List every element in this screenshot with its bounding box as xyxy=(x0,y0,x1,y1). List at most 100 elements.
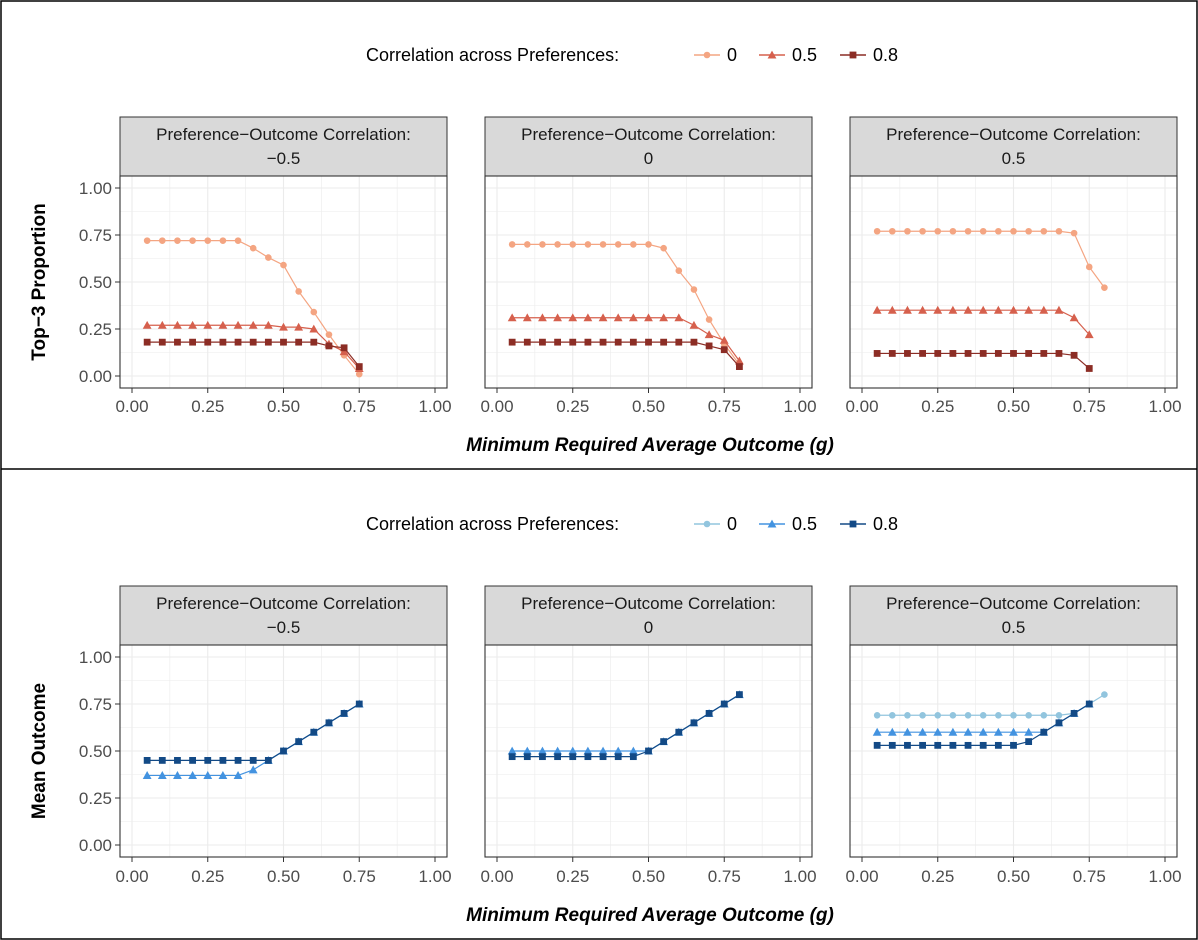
data-point xyxy=(872,727,882,736)
series-line xyxy=(512,243,740,366)
panel-3: Preference−Outcome Correlation: 0.5 0.00 0.… xyxy=(845,585,1182,886)
data-point xyxy=(630,241,637,248)
legend-item-0: 0 xyxy=(694,514,737,534)
data-point xyxy=(1010,711,1017,719)
data-point xyxy=(1101,284,1108,291)
data-point xyxy=(933,727,943,736)
data-point xyxy=(599,753,607,761)
data-point xyxy=(919,227,926,235)
data-point xyxy=(218,771,228,779)
y-tick-label: 1.00 xyxy=(79,648,112,667)
series-0.5 xyxy=(507,313,744,365)
y-tick-label: 0.50 xyxy=(79,273,112,292)
data-point xyxy=(889,711,896,719)
data-point xyxy=(887,305,897,314)
x-tick-label: 0.00 xyxy=(480,397,513,416)
data-point xyxy=(629,338,637,346)
data-point xyxy=(249,757,257,764)
data-point xyxy=(964,711,972,719)
data-point xyxy=(1085,263,1093,271)
data-point xyxy=(736,363,743,370)
y-tick-label: 0.25 xyxy=(79,789,112,808)
data-point xyxy=(949,741,957,749)
data-point xyxy=(188,320,197,329)
data-point xyxy=(1025,350,1033,357)
data-point xyxy=(280,261,287,269)
panel-1: Preference−Outcome Correlation: −0.5 0.00 0… xyxy=(115,116,452,416)
x-tick-label: 0.25 xyxy=(556,867,589,886)
strip-label-line-1: Preference−Outcome Correlation: xyxy=(521,125,776,144)
strip-box xyxy=(484,116,813,177)
x-tick-label: 0.50 xyxy=(267,397,300,416)
data-point xyxy=(979,227,987,235)
data-point xyxy=(963,305,973,314)
data-point xyxy=(645,747,652,755)
series-0.8 xyxy=(143,700,363,764)
data-point xyxy=(690,286,698,293)
gridlines xyxy=(850,645,1177,857)
data-point xyxy=(204,757,212,764)
data-point xyxy=(355,370,363,378)
data-point xyxy=(507,313,517,322)
data-point xyxy=(598,313,608,322)
strip-box xyxy=(849,116,1178,177)
x-tick-label: 1.00 xyxy=(418,397,451,416)
y-tick-label: 1.00 xyxy=(79,179,112,198)
data-point xyxy=(234,757,242,764)
panel-3: Preference−Outcome Correlation: 0.5 0.00 0.… xyxy=(845,116,1182,416)
data-point xyxy=(295,738,303,745)
data-point xyxy=(1085,700,1093,708)
data-point xyxy=(188,771,197,779)
data-point xyxy=(978,727,988,736)
data-point xyxy=(1069,313,1079,322)
data-point xyxy=(204,338,212,346)
strip-label-line-1: Preference−Outcome Correlation: xyxy=(156,125,411,144)
data-point xyxy=(873,711,881,719)
data-point xyxy=(1010,227,1017,235)
legend-item-0.8: 0.8 xyxy=(840,45,898,65)
data-point xyxy=(903,305,912,314)
data-point xyxy=(143,237,151,244)
data-point xyxy=(919,741,926,749)
data-point xyxy=(248,320,258,329)
data-point xyxy=(1040,711,1048,719)
data-point xyxy=(233,320,243,329)
data-point xyxy=(719,335,729,344)
legend: Correlation across Preferences: 0 0.5 0.8 xyxy=(366,45,898,65)
data-point xyxy=(249,338,257,346)
series-line xyxy=(512,341,740,368)
data-point xyxy=(675,267,683,275)
series-0.8 xyxy=(508,691,743,761)
data-point xyxy=(1101,691,1108,698)
data-point xyxy=(873,350,881,357)
data-point xyxy=(690,338,698,346)
data-point xyxy=(554,753,561,761)
data-point xyxy=(598,746,608,755)
data-point xyxy=(978,305,988,314)
data-point xyxy=(219,338,227,346)
data-point xyxy=(1055,719,1063,727)
series-0 xyxy=(508,241,743,369)
series-0.5 xyxy=(872,305,1094,339)
data-point xyxy=(264,757,272,764)
data-point xyxy=(325,342,333,350)
y-tick-label: 0.75 xyxy=(79,695,112,714)
data-point xyxy=(1070,351,1078,359)
data-point xyxy=(675,728,683,736)
series-0 xyxy=(143,237,363,378)
strip-label-line-2: 0.5 xyxy=(1002,618,1026,637)
data-point xyxy=(1010,350,1017,357)
y-tick-label: 0.75 xyxy=(79,226,112,245)
data-point xyxy=(523,753,531,761)
series-0.8 xyxy=(873,350,1093,372)
data-point xyxy=(994,350,1002,357)
data-point xyxy=(1070,229,1078,237)
data-point xyxy=(553,746,562,755)
data-point xyxy=(538,746,547,755)
x-tick-label: 0.75 xyxy=(1073,867,1106,886)
data-point xyxy=(159,237,166,244)
data-point xyxy=(644,313,653,322)
strip-label-line-1: Preference−Outcome Correlation: xyxy=(156,594,411,613)
legend-item-0: 0 xyxy=(694,45,737,65)
data-point xyxy=(873,741,881,749)
